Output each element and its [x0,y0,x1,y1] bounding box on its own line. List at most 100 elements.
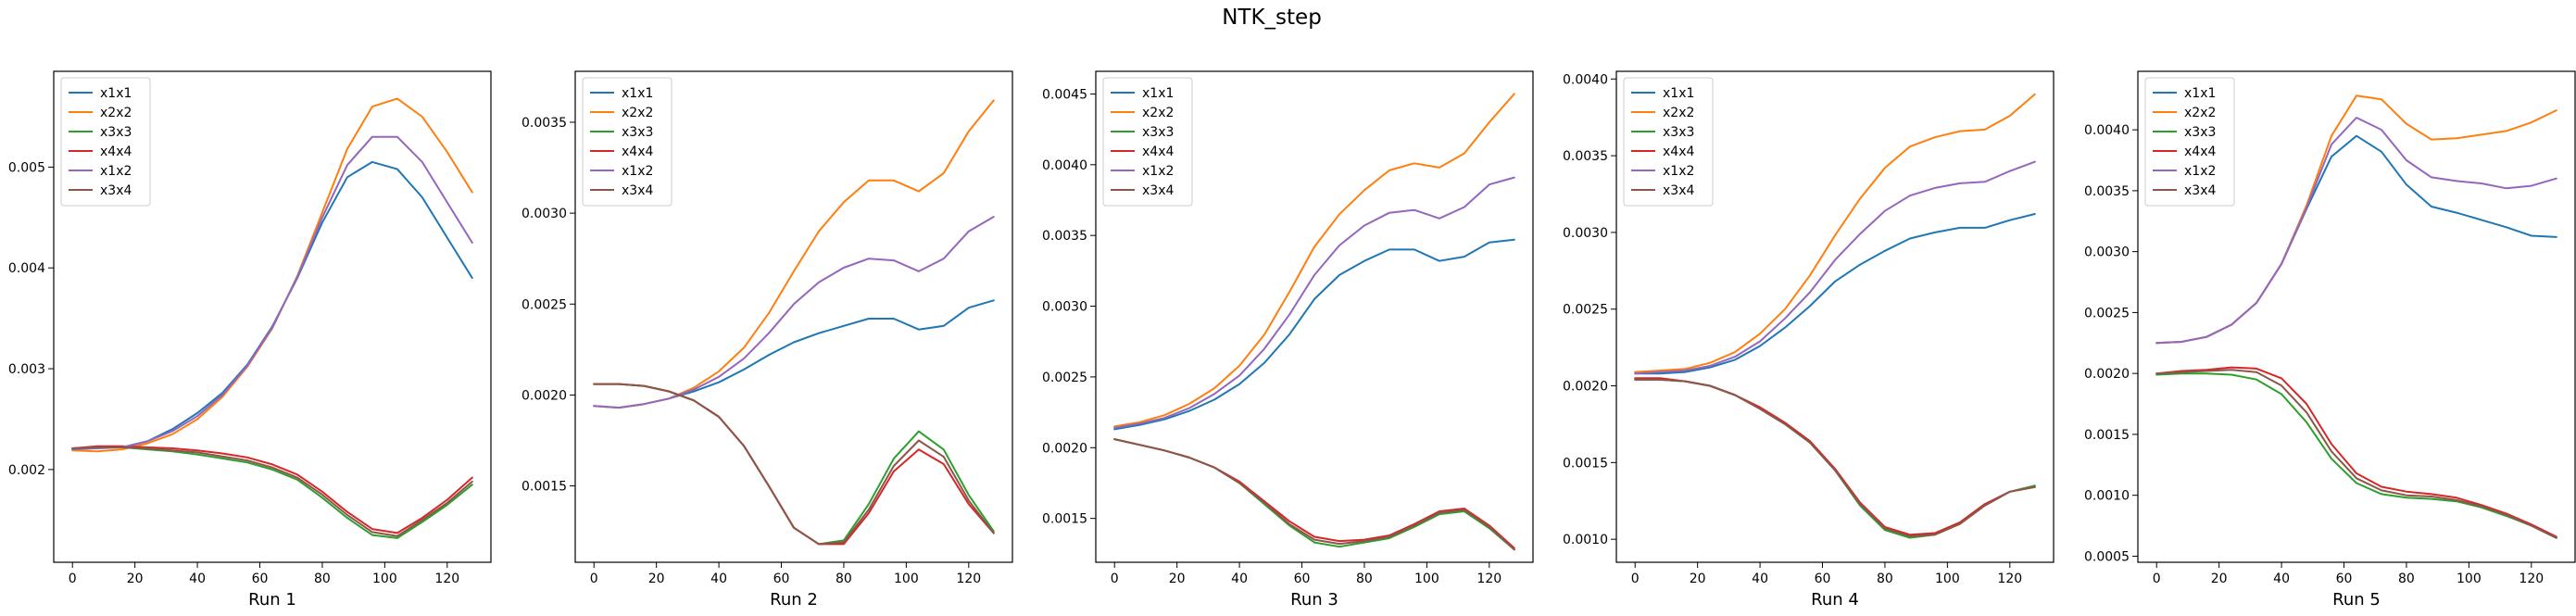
x-tick-label: 80 [1356,572,1373,586]
legend-label-x2x2: x2x2 [622,106,653,120]
x-tick-label: 60 [1815,572,1831,586]
y-tick-label: 0.0020 [1042,441,1087,456]
legend-label-x3x4: x3x4 [2184,183,2216,198]
x-tick-label: 80 [2398,572,2415,586]
x-tick-label: 0 [2153,572,2161,586]
legend-label-x1x1: x1x1 [1142,86,1174,101]
y-tick-label: 0.0015 [1042,512,1087,527]
legend-box [582,77,672,207]
x-tick-label: 120 [1997,572,2022,586]
y-tick-label: 0.0015 [521,480,567,495]
x-tick-label: 40 [710,572,727,586]
legend: x1x1 x2x2 x3x3 x4x4 x1x2 x3x4 [1102,77,1193,207]
x-tick-label: 0 [1631,572,1640,586]
plot-frame [574,70,1013,563]
y-tick-label: 0.004 [8,261,45,276]
x-axis-label: Run 2 [770,590,818,610]
legend-label-x2x2: x2x2 [1142,106,1174,120]
series-line-x3x4 [593,383,995,546]
legend-label-x1x2: x1x2 [1142,164,1174,179]
y-tick-label: 0.0025 [521,297,567,312]
x-tick-label: 60 [1294,572,1311,586]
legend-label-x2x2: x2x2 [100,106,132,120]
series-line-x3x4 [1113,438,1515,551]
x-tick-label: 80 [1877,572,1893,586]
y-tick-label: 0.0040 [1563,72,1608,87]
y-tick-label: 0.0035 [2084,184,2130,199]
x-tick-label: 40 [189,572,206,586]
x-tick-label: 80 [314,572,331,586]
y-tick-label: 0.0025 [1042,371,1087,385]
y-tick-label: 0.0035 [521,116,567,131]
chart-panel-4: 0 20 40 60 80 100 120 0.0010 0.0015 0.0020 0.0025 0… [1563,70,2055,610]
plot-frame [2137,70,2576,563]
legend-label-x3x3: x3x3 [1663,125,1694,140]
plot-frame [1615,70,2055,563]
series-line-x1x1 [593,299,995,409]
series-line-x4x4 [2155,366,2557,538]
legend-label-x4x4: x4x4 [1663,145,1694,159]
y-tick-label: 0.0015 [1563,456,1608,471]
series-line-x2x2 [1113,93,1515,428]
x-tick-label: 40 [2273,572,2290,586]
legend: x1x1 x2x2 x3x3 x4x4 x1x2 x3x4 [582,77,672,207]
series-line-x3x3 [1634,378,2036,539]
legend-label-x1x1: x1x1 [2184,86,2216,101]
legend-label-x2x2: x2x2 [2184,106,2216,120]
x-tick-label: 20 [127,572,144,586]
y-tick-label: 0.0020 [1563,380,1608,395]
legend: x1x1 x2x2 x3x3 x4x4 x1x2 x3x4 [2144,77,2235,207]
x-tick-label: 100 [894,572,919,586]
x-tick-label: 20 [2211,572,2228,586]
legend-label-x2x2: x2x2 [1663,106,1694,120]
y-tick-label: 0.0030 [521,207,567,221]
y-tick-label: 0.0030 [1563,226,1608,241]
x-tick-label: 120 [956,572,981,586]
legend-label-x1x2: x1x2 [622,164,653,179]
x-tick-label: 20 [648,572,665,586]
y-tick-label: 0.0005 [2084,549,2130,564]
legend-box [60,77,151,207]
y-tick-label: 0.0045 [1042,87,1087,102]
y-tick-label: 0.0015 [2084,428,2130,443]
y-tick-label: 0.0035 [1563,149,1608,164]
legend: x1x1 x2x2 x3x3 x4x4 x1x2 x3x4 [1623,77,1714,207]
legend-label-x3x3: x3x3 [1142,125,1174,140]
panels: 0 20 40 60 80 100 120 0.002 0.003 0.004 0.005 Run 1… [8,70,2576,610]
legend-label-x1x1: x1x1 [622,86,653,101]
x-tick-label: 20 [1690,572,1706,586]
x-tick-label: 60 [252,572,269,586]
legend-label-x3x4: x3x4 [1663,183,1694,198]
x-tick-label: 120 [434,572,459,586]
series-line-x4x4 [1634,377,2036,536]
legend-label-x1x2: x1x2 [2184,164,2216,179]
series-line-x3x4 [2155,369,2557,539]
legend-label-x1x2: x1x2 [1663,164,1694,179]
chart-panel-1: 0 20 40 60 80 100 120 0.002 0.003 0.004 0.005 Run 1… [8,70,492,610]
series-line-x1x2 [593,216,995,409]
legend-label-x4x4: x4x4 [2184,145,2216,159]
x-tick-label: 120 [1476,572,1502,586]
series-line-x1x1 [1634,213,2036,375]
x-tick-label: 60 [2336,572,2353,586]
series-line-x3x4 [1634,378,2036,537]
series-line-x1x2 [2155,117,2557,345]
x-tick-label: 40 [1752,572,1768,586]
series-line-x4x4 [71,445,473,534]
y-tick-label: 0.0025 [2084,306,2130,321]
y-tick-label: 0.0025 [1563,303,1608,318]
legend: x1x1 x2x2 x3x3 x4x4 x1x2 x3x4 [60,77,151,207]
legend-label-x1x2: x1x2 [100,164,132,179]
legend-label-x4x4: x4x4 [622,145,653,159]
legend-label-x3x3: x3x3 [622,125,653,140]
y-tick-label: 0.002 [8,463,45,478]
series-line-x3x4 [71,446,473,537]
y-tick-label: 0.005 [8,160,45,175]
chart-panel-3: 0 20 40 60 80 100 120 0.0015 0.0020 0.0025 0.0030 0… [1042,70,1534,610]
legend-label-x3x4: x3x4 [1142,183,1174,198]
x-tick-label: 100 [372,572,397,586]
figure-title: NTK_step [1222,6,1322,30]
legend-box [2144,77,2235,207]
legend-label-x3x4: x3x4 [622,183,653,198]
